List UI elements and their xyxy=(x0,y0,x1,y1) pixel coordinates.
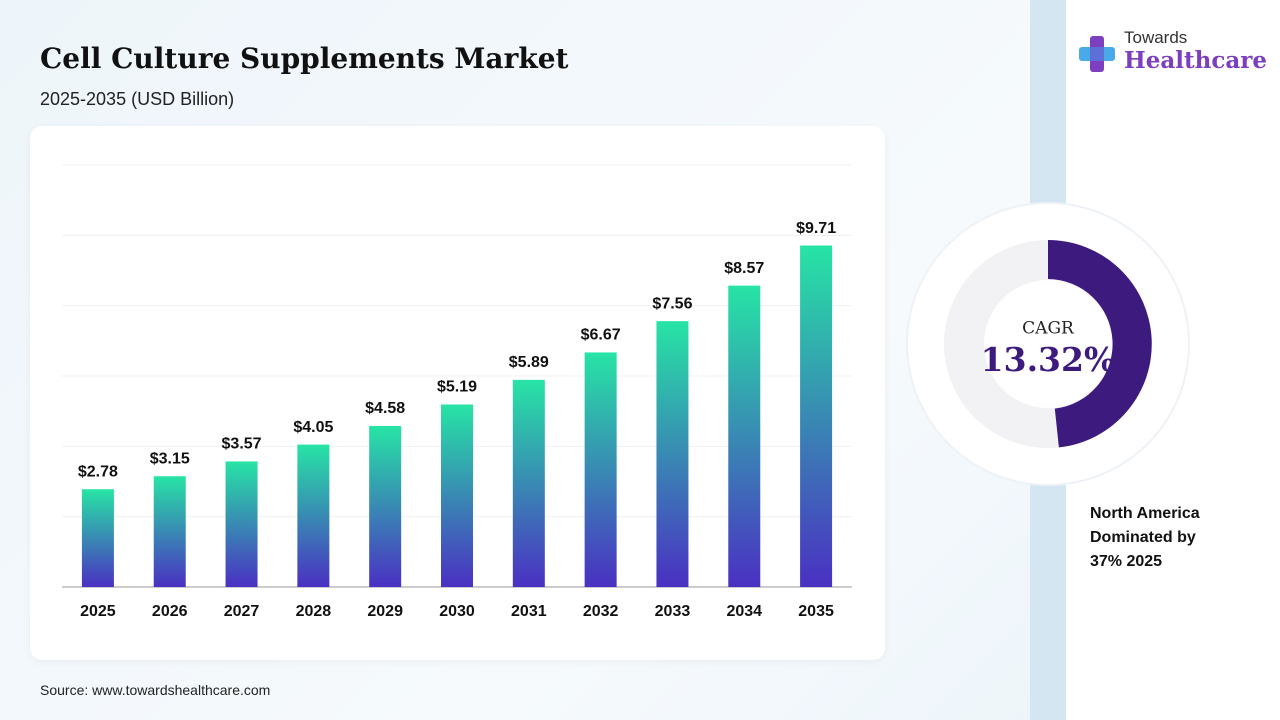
bar xyxy=(297,444,330,587)
logo-icon xyxy=(1079,36,1115,72)
x-tick-label: 2030 xyxy=(439,603,475,620)
value-label: $4.05 xyxy=(293,419,333,436)
value-label: $3.15 xyxy=(150,450,190,467)
value-label: $7.56 xyxy=(652,295,692,312)
value-label: $9.71 xyxy=(796,220,836,237)
donut-arc xyxy=(1048,240,1152,448)
bar xyxy=(584,352,617,587)
bar xyxy=(728,285,761,587)
source: Source: www.towardshealthcare.com xyxy=(40,682,271,698)
title: Cell Culture Supplements Market xyxy=(40,42,569,75)
value-label: $3.57 xyxy=(222,436,262,453)
value-label: $6.67 xyxy=(581,327,621,344)
bar xyxy=(512,379,545,587)
value-label: $4.58 xyxy=(365,400,405,417)
x-tick-label: 2028 xyxy=(296,603,332,620)
logo-text: Healthcare xyxy=(1124,47,1268,74)
subtitle: 2025-2035 (USD Billion) xyxy=(40,89,235,109)
x-tick-label: 2034 xyxy=(726,603,762,620)
x-tick-label: 2031 xyxy=(511,603,547,620)
bar xyxy=(441,404,473,587)
bar xyxy=(800,245,833,587)
bar xyxy=(225,461,258,587)
value-label: $5.89 xyxy=(509,354,549,371)
note-line: 37% 2025 xyxy=(1090,553,1163,570)
value-label: $2.78 xyxy=(78,463,118,480)
note-line: Dominated by xyxy=(1090,529,1196,546)
x-tick-label: 2027 xyxy=(224,603,260,620)
cagr-label: CAGR xyxy=(1022,319,1075,339)
x-tick-label: 2032 xyxy=(583,603,619,620)
bar xyxy=(369,425,402,587)
x-tick-label: 2026 xyxy=(152,603,188,620)
bar xyxy=(81,489,114,587)
bar xyxy=(153,476,186,587)
note-line: North America xyxy=(1090,505,1200,522)
logo-text: Towards xyxy=(1124,28,1188,47)
x-tick-label: 2025 xyxy=(80,603,116,620)
x-tick-label: 2029 xyxy=(367,603,403,620)
x-tick-label: 2033 xyxy=(655,603,691,620)
bar xyxy=(656,321,689,587)
value-label: $8.57 xyxy=(724,260,764,277)
note: North America Dominated by 37% 2025 xyxy=(1090,502,1200,574)
x-tick-label: 2035 xyxy=(798,603,834,620)
cagr-value: 13.32% xyxy=(981,340,1116,379)
value-label: $5.19 xyxy=(437,379,477,396)
